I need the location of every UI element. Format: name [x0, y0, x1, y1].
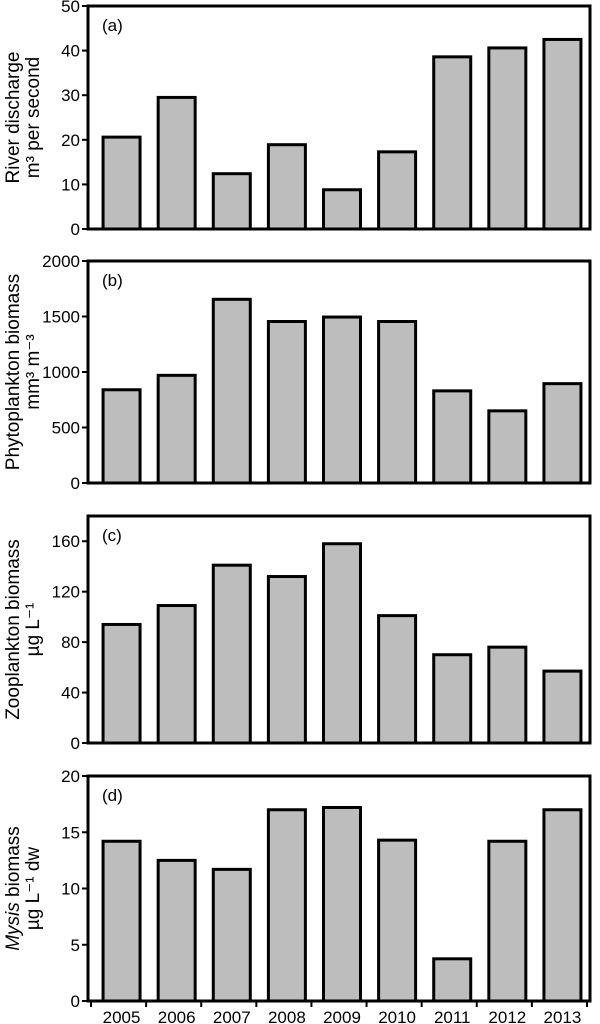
bar-2006 [156, 604, 197, 745]
y-axis-label-italic: Mysis [3, 902, 24, 951]
y-axis-label-line2: µg L⁻¹ [23, 603, 44, 657]
y-tick-label: 1000 [42, 363, 80, 382]
panel-label: (a) [102, 16, 123, 35]
bar-2007 [211, 563, 252, 745]
bar-2010 [377, 319, 418, 485]
y-axis-label-line2: µg L⁻¹ dw [23, 847, 44, 931]
bar-2011 [432, 389, 473, 485]
bar-2013 [542, 37, 583, 231]
bar-2005 [101, 135, 142, 231]
bar-2013 [542, 808, 583, 1003]
bar-2009 [322, 315, 362, 485]
x-tick-label: 2012 [488, 1008, 526, 1024]
y-tick-label: 1500 [42, 308, 80, 327]
y-tick-label: 160 [52, 532, 80, 551]
bar-2008 [266, 319, 307, 485]
y-axis-label-line2: mm³ m⁻³ [23, 334, 44, 409]
x-tick-label: 2006 [158, 1008, 196, 1024]
y-tick-label: 0 [71, 992, 80, 1011]
y-tick-label: 5 [71, 936, 80, 955]
bar-2013 [542, 669, 583, 745]
x-tick-label: 2009 [323, 1008, 361, 1024]
panel-label: (c) [102, 526, 122, 545]
y-axis-label-line1: River discharge [3, 52, 24, 184]
x-tick-label: 2005 [103, 1008, 141, 1024]
bar-2010 [377, 150, 418, 231]
y-tick-label: 2000 [42, 252, 80, 271]
y-tick-label: 120 [52, 583, 80, 602]
x-tick-label: 2011 [434, 1008, 471, 1024]
bar-2005 [101, 839, 142, 1003]
bar-2010 [377, 838, 418, 1003]
x-tick-label: 2013 [544, 1008, 582, 1024]
y-tick-label: 40 [61, 684, 80, 703]
panel-label: (d) [102, 786, 123, 805]
plot-frame [86, 4, 592, 231]
bar-2013 [542, 382, 583, 485]
bar-2006 [156, 95, 197, 231]
bar-2012 [487, 46, 528, 231]
y-tick-label: 10 [61, 175, 80, 194]
bar-2012 [487, 645, 528, 745]
y-axis-label-text: Zooplankton biomass [3, 539, 24, 720]
y-axis-label-line1: Mysis biomass [3, 826, 24, 951]
bar-2007 [211, 297, 252, 485]
y-axis-label-text: Phytoplankton biomass [3, 274, 24, 470]
y-tick-label: 50 [61, 0, 80, 16]
bar-2009 [322, 188, 362, 231]
panel-label: (b) [102, 271, 123, 290]
y-tick-label: 0 [71, 474, 80, 493]
bar-2009 [322, 542, 362, 745]
bar-2011 [432, 957, 473, 1003]
bar-2010 [377, 614, 418, 745]
bar-2011 [432, 653, 473, 745]
y-tick-label: 40 [61, 42, 80, 61]
y-tick-label: 20 [61, 131, 80, 150]
bar-2007 [211, 172, 252, 231]
bar-2005 [101, 622, 142, 745]
y-axis-label-line1: Phytoplankton biomass [3, 274, 24, 470]
plot-frame [86, 514, 592, 745]
bar-2008 [266, 575, 307, 745]
y-tick-label: 0 [71, 734, 80, 753]
x-tick-label: 2010 [378, 1008, 416, 1024]
y-axis-label-line2: m³ per second [23, 57, 44, 178]
bar-2008 [266, 808, 307, 1003]
bar-2007 [211, 867, 252, 1003]
bar-2009 [322, 806, 362, 1003]
y-tick-label: 10 [61, 880, 80, 899]
x-tick-label: 2008 [268, 1008, 306, 1024]
bar-2011 [432, 55, 473, 231]
bar-2005 [101, 388, 142, 485]
bar-2012 [487, 839, 528, 1003]
bar-2006 [156, 858, 197, 1003]
bar-2006 [156, 373, 197, 485]
y-axis-label-line1: Zooplankton biomass [3, 539, 24, 720]
bar-2008 [266, 143, 307, 231]
x-tick-label: 2007 [213, 1008, 251, 1024]
y-tick-label: 80 [61, 633, 80, 652]
y-tick-label: 20 [61, 767, 80, 786]
y-axis-label-text: biomass [3, 826, 24, 902]
y-axis-label-text: River discharge [3, 52, 24, 184]
bar-2012 [487, 409, 528, 485]
y-tick-label: 30 [61, 86, 80, 105]
y-tick-label: 0 [71, 220, 80, 239]
y-tick-label: 15 [61, 823, 80, 842]
y-tick-label: 500 [52, 419, 80, 438]
